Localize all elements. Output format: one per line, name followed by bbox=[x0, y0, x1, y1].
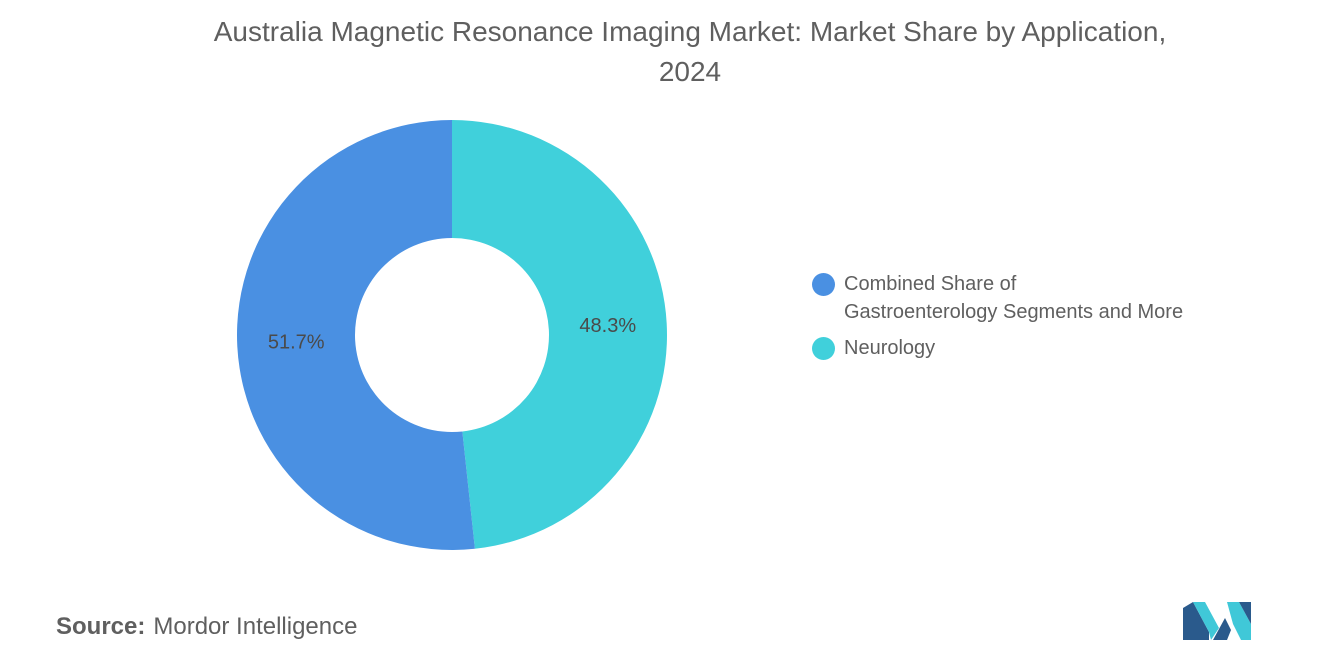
legend-item-gastroenterology[interactable]: Combined Share of Gastroenterology Segme… bbox=[812, 270, 1282, 326]
legend-label-gastroenterology-line-2: Gastroenterology Segments and More bbox=[844, 301, 1184, 323]
source-label: Source: bbox=[56, 613, 146, 640]
legend-swatch-neurology bbox=[812, 337, 835, 360]
chart-legend: Combined Share of Gastroenterology Segme… bbox=[812, 270, 1282, 370]
chart-title: Australia Magnetic Resonance Imaging Mar… bbox=[60, 12, 1320, 92]
legend-item-neurology[interactable]: Neurology bbox=[812, 334, 1282, 362]
mordor-intelligence-logo-icon bbox=[1183, 602, 1251, 640]
donut-data-label-neurology: 48.3% bbox=[579, 315, 636, 337]
source-value: Mordor Intelligence bbox=[153, 613, 358, 640]
donut-slice-combined[interactable] bbox=[236, 120, 475, 550]
legend-label-gastroenterology-line-1: Combined Share of bbox=[844, 273, 1017, 295]
source-note: Source: Mordor Intelligence bbox=[56, 612, 357, 642]
chart-title-line-2: 2024 bbox=[658, 56, 722, 87]
legend-label-neurology: Neurology bbox=[844, 337, 936, 359]
chart-title-line-1: Australia Magnetic Resonance Imaging Mar… bbox=[213, 16, 1167, 47]
donut-slice-neurology[interactable] bbox=[452, 120, 667, 549]
donut-data-label-combined: 51.7% bbox=[268, 332, 325, 354]
legend-swatch-gastroenterology bbox=[812, 273, 835, 296]
